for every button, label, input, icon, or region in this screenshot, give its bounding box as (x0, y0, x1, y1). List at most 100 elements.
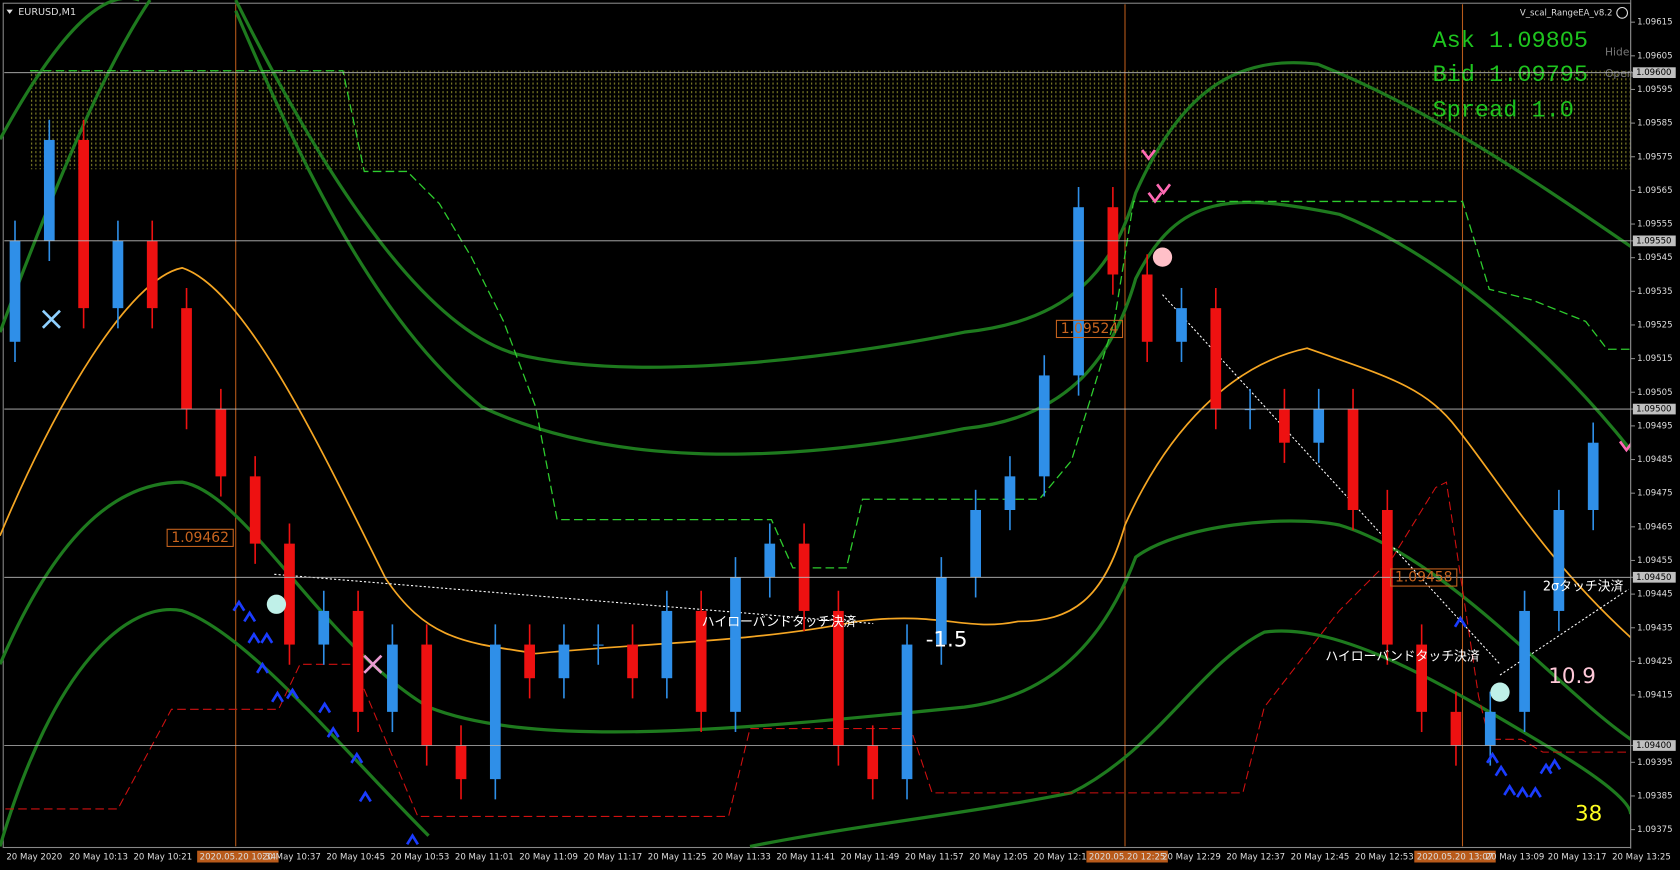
candle-body (592, 644, 604, 646)
y-tick-label: 1.09605 (1637, 51, 1672, 61)
y-tick-label: 1.09375 (1637, 825, 1672, 835)
time-highlight (1414, 850, 1496, 863)
y-tick-label: 1.09535 (1637, 287, 1672, 297)
x-tick-label: 2020.05.20 13:07 (1417, 853, 1493, 863)
lower-channel (5, 481, 1631, 817)
price-annotation-box (166, 528, 234, 547)
y-tick-label: 1.09505 (1637, 388, 1672, 398)
y-tick-label: 1.09415 (1637, 691, 1672, 701)
candle-body (43, 139, 55, 241)
session-lines (235, 4, 1464, 847)
hide-button[interactable]: Hide (1605, 46, 1630, 59)
y-tick-label: 1.09495 (1637, 421, 1672, 431)
annotation: 2σタッチ決済 (1543, 579, 1624, 595)
y-tick-label: 1.09400 (1636, 741, 1671, 751)
x-tick-label: 20 May 11:25 (648, 853, 707, 863)
candle-body (627, 644, 638, 679)
level-box (1632, 403, 1676, 415)
y-tick-label: 1.09475 (1637, 489, 1672, 499)
x-tick-label: 2020.05.20 12:25 (1089, 853, 1165, 863)
level-box (1632, 67, 1676, 78)
candle-body (867, 745, 879, 780)
ea-name: V_scal_RangeEA_v8.2 (1520, 8, 1613, 18)
x-tick-label: 20 May 11:17 (583, 853, 642, 863)
y-tick-label: 1.09385 (1637, 791, 1672, 801)
ea-icon[interactable] (1616, 6, 1629, 19)
candles (9, 119, 1599, 800)
y-tick-label: 1.09525 (1637, 320, 1672, 330)
moving-average (0, 266, 1632, 655)
candle-body (970, 510, 981, 578)
price-annotation: 1.09524 (1061, 321, 1119, 337)
bid-price: Bid 1.09795 (1433, 62, 1589, 89)
candle-body (9, 240, 21, 342)
candle-body (524, 644, 535, 679)
x-tick-label: 20 May 2020 (6, 853, 62, 863)
level-box (1632, 235, 1676, 247)
open-button[interactable]: Open (1605, 67, 1634, 80)
candle-body (1587, 442, 1599, 510)
x-tick-label: 20 May 10:13 (69, 853, 128, 863)
x-tick-label: 20 May 13:17 (1548, 853, 1607, 863)
x-tick-label: 20 May 11:49 (841, 853, 900, 863)
candle-body (181, 308, 192, 410)
y-tick-label: 1.09500 (1636, 405, 1671, 415)
x-tick-label: 20 May 12:05 (969, 853, 1028, 863)
candle-body (215, 409, 227, 477)
y-tick-label: 1.09565 (1637, 186, 1672, 196)
candle-body (833, 610, 844, 746)
x-tick-label: 20 May 13:09 (1486, 853, 1545, 863)
y-tick-label: 1.09425 (1637, 657, 1672, 667)
candle-body (112, 240, 124, 309)
y-tick-label: 1.09575 (1637, 152, 1672, 162)
candle-body (1244, 409, 1256, 411)
candle-body (661, 610, 673, 679)
candle-body (489, 644, 501, 780)
x-tick-label: 20 May 10:53 (391, 853, 450, 863)
candle-body (1313, 409, 1325, 443)
candle-body (1484, 711, 1496, 746)
candle-body (1004, 476, 1016, 510)
price-annotation-box (1055, 319, 1124, 339)
x-tick-label: 20 May 12:53 (1355, 853, 1414, 863)
level-box (1632, 571, 1676, 583)
price-annotation: 1.09458 (1395, 570, 1453, 586)
price-axis (1630, 0, 1680, 849)
candle-body (1141, 274, 1153, 342)
candle-body (1279, 409, 1290, 443)
y-tick-label: 1.09435 (1637, 623, 1672, 633)
annotation: 38 (1575, 801, 1602, 826)
x-tick-label: 20 May 12:29 (1162, 853, 1221, 863)
candle-body (1038, 375, 1050, 477)
candle-body (455, 745, 467, 780)
candle-body (764, 543, 776, 578)
candle-body (78, 139, 89, 309)
candle-body (1176, 308, 1187, 342)
y-tick-label: 1.09585 (1637, 119, 1672, 129)
price-annotation-box (1390, 568, 1458, 587)
candle-body (318, 610, 330, 645)
range-zone (30, 70, 1631, 170)
y-tick-label: 1.09545 (1637, 253, 1672, 263)
time-highlight (197, 850, 279, 863)
candle-body (695, 610, 707, 712)
x-tick-label: 20 May 11:09 (519, 853, 578, 863)
x-tick-label: 20 May 10:45 (326, 853, 385, 863)
candle-body (901, 644, 913, 780)
candle-body (284, 543, 295, 645)
y-tick-label: 1.09455 (1637, 556, 1672, 566)
y-tick-label: 1.09450 (1636, 573, 1671, 583)
annotation: 10.9 (1548, 664, 1596, 689)
x-tick-label: 20 May 11:57 (905, 853, 964, 863)
menu-icon[interactable] (6, 9, 13, 14)
candle-body (558, 644, 570, 679)
candle-body (730, 577, 741, 712)
symbol-label: EURUSD,M1 (18, 7, 76, 18)
y-tick-label: 1.09615 (1637, 18, 1672, 28)
x-tick-label: 20 May 10:37 (262, 853, 321, 863)
x-tick-label: 20 May 12:45 (1291, 853, 1350, 863)
candle-body (1416, 644, 1428, 712)
candle-body (352, 610, 364, 712)
y-tick-label: 1.09595 (1637, 85, 1672, 95)
